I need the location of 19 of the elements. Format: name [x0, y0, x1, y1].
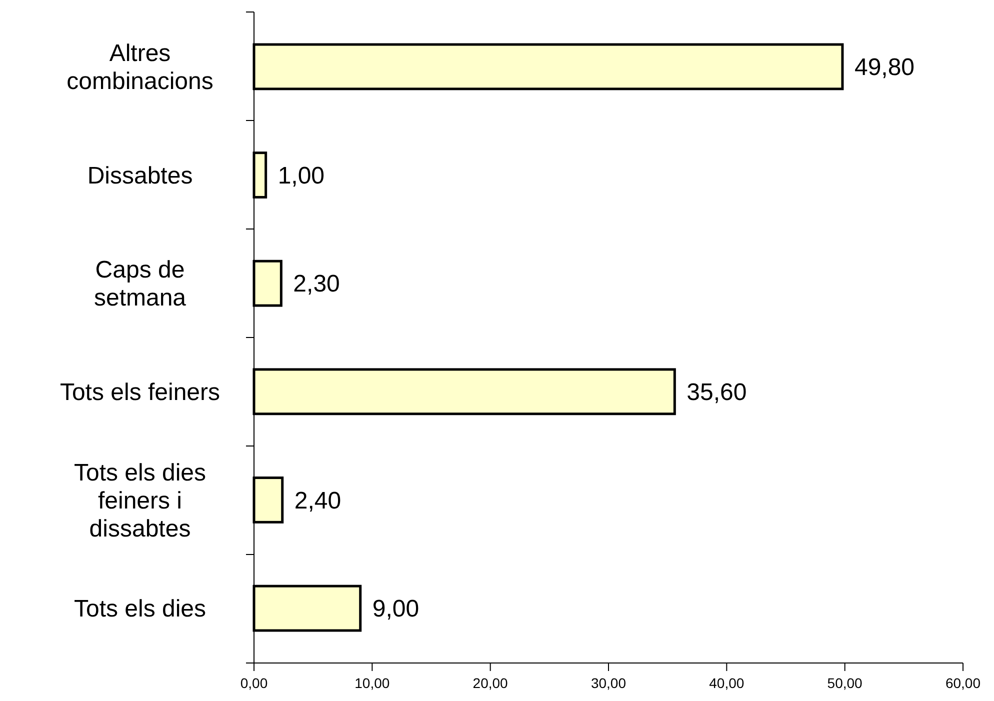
- x-tick-label: 30,00: [590, 675, 626, 691]
- y-tick-label: Altres combinacions: [66, 40, 214, 96]
- data-label: 2,40: [294, 487, 342, 514]
- data-label: 2,30: [293, 270, 340, 298]
- data-label: 1,00: [278, 162, 325, 190]
- y-tick-label: Tots els dies: [74, 596, 206, 623]
- x-tick-label: 60,00: [945, 675, 981, 691]
- x-tick-label: 50,00: [827, 675, 863, 691]
- data-label: 49,80: [854, 54, 915, 82]
- y-tick-label: Dissabtes: [87, 162, 193, 190]
- y-tick-label: Tots els dies feiners i dissabtes: [74, 459, 206, 542]
- x-tick-label: 0,00: [240, 675, 268, 691]
- x-tick-label: 40,00: [709, 675, 744, 691]
- x-tick-label: 20,00: [472, 675, 508, 691]
- x-tick-label: 10,00: [354, 675, 390, 691]
- y-tick-label: Tots els feiners: [60, 379, 220, 406]
- data-label: 9,00: [372, 596, 420, 623]
- data-label: 35,60: [686, 379, 747, 406]
- y-tick-label: Caps de setmana: [94, 256, 187, 312]
